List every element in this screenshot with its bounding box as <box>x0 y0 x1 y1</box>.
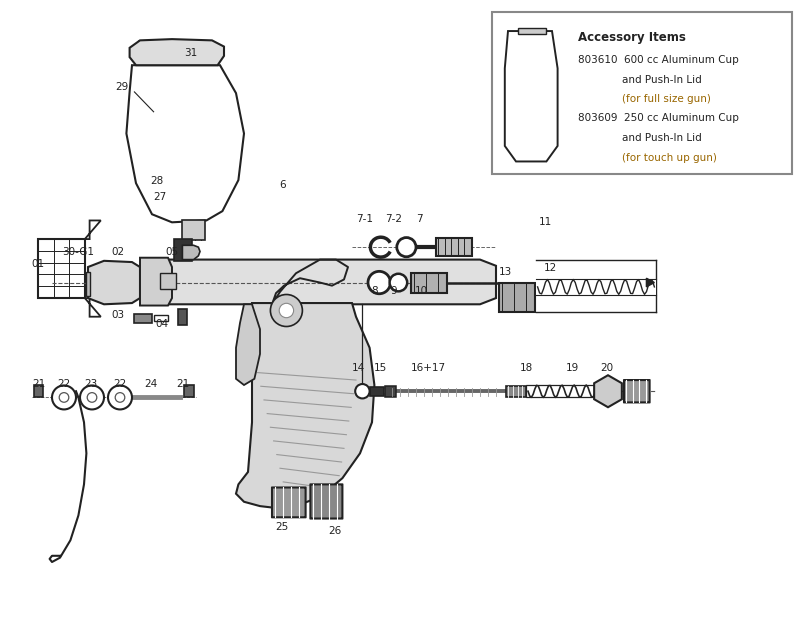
Text: 22: 22 <box>58 379 70 389</box>
FancyBboxPatch shape <box>184 385 194 397</box>
Text: 29: 29 <box>115 82 128 92</box>
FancyBboxPatch shape <box>499 283 535 312</box>
FancyBboxPatch shape <box>310 484 342 519</box>
Text: 22: 22 <box>114 379 126 389</box>
FancyBboxPatch shape <box>174 239 192 261</box>
Polygon shape <box>140 258 172 306</box>
Text: 16+17: 16+17 <box>410 363 446 373</box>
Text: 7-2: 7-2 <box>385 214 402 224</box>
Circle shape <box>279 303 294 318</box>
Text: 13: 13 <box>499 267 512 277</box>
Circle shape <box>108 386 132 409</box>
FancyBboxPatch shape <box>134 314 152 323</box>
Polygon shape <box>646 278 654 287</box>
Circle shape <box>368 271 390 294</box>
FancyBboxPatch shape <box>385 386 396 397</box>
Text: 7: 7 <box>416 214 422 224</box>
FancyBboxPatch shape <box>536 279 656 295</box>
Text: 15: 15 <box>374 363 386 373</box>
Polygon shape <box>130 39 224 65</box>
Circle shape <box>52 386 76 409</box>
Text: 27: 27 <box>154 193 166 202</box>
Text: (for touch up gun): (for touch up gun) <box>622 153 718 163</box>
FancyBboxPatch shape <box>370 387 384 396</box>
Text: and Push-In Lid: and Push-In Lid <box>622 133 702 143</box>
Polygon shape <box>505 31 558 161</box>
FancyBboxPatch shape <box>178 309 187 325</box>
Text: 14: 14 <box>352 363 365 373</box>
Text: 24: 24 <box>144 379 157 389</box>
FancyBboxPatch shape <box>160 273 176 289</box>
Text: 8: 8 <box>371 286 378 296</box>
FancyBboxPatch shape <box>526 385 603 397</box>
Text: 03: 03 <box>112 310 125 320</box>
Text: 6: 6 <box>279 180 286 190</box>
Text: 04: 04 <box>155 319 168 329</box>
Text: 31: 31 <box>184 48 197 58</box>
FancyBboxPatch shape <box>518 28 546 34</box>
FancyBboxPatch shape <box>38 239 85 298</box>
Polygon shape <box>236 304 260 385</box>
Circle shape <box>390 274 407 291</box>
Text: 11: 11 <box>539 217 552 227</box>
Text: 20: 20 <box>600 363 613 373</box>
FancyBboxPatch shape <box>436 238 472 256</box>
Polygon shape <box>182 245 200 260</box>
Text: 19: 19 <box>566 363 579 373</box>
Circle shape <box>397 238 416 256</box>
FancyBboxPatch shape <box>624 380 650 402</box>
Text: 10: 10 <box>415 286 428 296</box>
Polygon shape <box>148 260 496 304</box>
Text: 12: 12 <box>544 263 557 273</box>
Polygon shape <box>126 65 244 222</box>
Text: 30-G1: 30-G1 <box>62 247 94 256</box>
Text: 21: 21 <box>176 379 189 389</box>
FancyBboxPatch shape <box>86 272 90 296</box>
FancyBboxPatch shape <box>506 386 526 397</box>
Text: 9: 9 <box>390 286 397 296</box>
Text: 23: 23 <box>85 379 98 389</box>
Polygon shape <box>88 261 140 304</box>
Polygon shape <box>85 298 101 317</box>
FancyBboxPatch shape <box>182 220 205 240</box>
Text: 18: 18 <box>520 363 533 373</box>
Circle shape <box>115 392 125 402</box>
Text: 21: 21 <box>32 379 45 389</box>
Text: 02: 02 <box>112 247 125 256</box>
FancyBboxPatch shape <box>492 12 792 174</box>
Circle shape <box>80 386 104 409</box>
Circle shape <box>270 294 302 327</box>
Text: (for full size gun): (for full size gun) <box>622 94 711 104</box>
Polygon shape <box>85 220 101 239</box>
FancyBboxPatch shape <box>34 385 43 397</box>
Circle shape <box>59 392 69 402</box>
Text: 803610  600 cc Aluminum Cup: 803610 600 cc Aluminum Cup <box>578 55 739 65</box>
Text: 28: 28 <box>150 176 163 186</box>
Text: 05: 05 <box>166 247 178 256</box>
Text: 25: 25 <box>275 522 288 532</box>
Text: 26: 26 <box>328 526 341 536</box>
Text: 01: 01 <box>32 259 45 269</box>
Text: 7-1: 7-1 <box>356 214 374 224</box>
Circle shape <box>87 392 97 402</box>
Polygon shape <box>236 303 374 508</box>
FancyBboxPatch shape <box>272 487 306 517</box>
Text: Accessory Items: Accessory Items <box>578 31 686 44</box>
FancyBboxPatch shape <box>411 273 447 293</box>
FancyBboxPatch shape <box>154 315 168 321</box>
Circle shape <box>355 384 370 399</box>
Text: 803609  250 cc Aluminum Cup: 803609 250 cc Aluminum Cup <box>578 113 739 123</box>
Text: and Push-In Lid: and Push-In Lid <box>622 75 702 84</box>
